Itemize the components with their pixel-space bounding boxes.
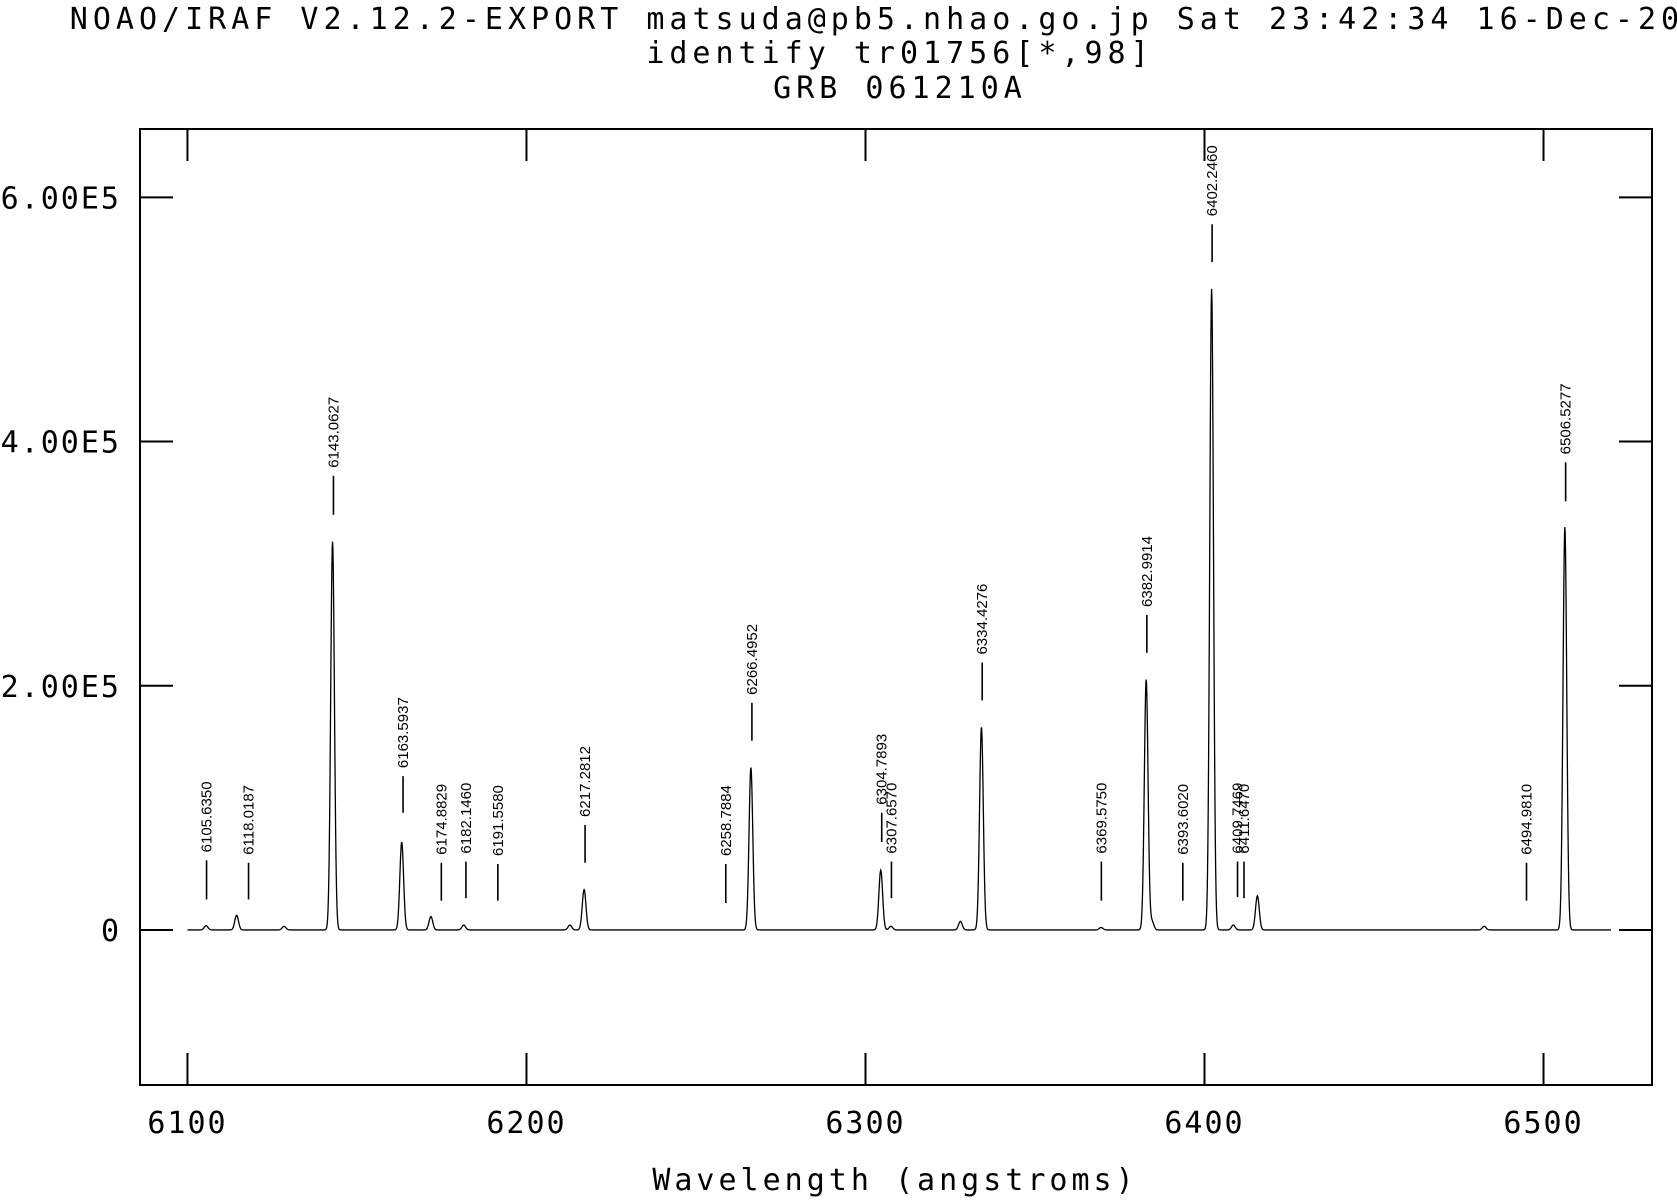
line-id-label: 6307.6570: [883, 783, 900, 854]
y-axis-ticks: 0 2.00E5 4.00E5 6.00E5: [1, 181, 1652, 949]
line-id-label: 6334.4276: [974, 584, 991, 655]
x-tick-label: 6300: [825, 1106, 905, 1141]
line-id-label: 6217.2812: [577, 746, 594, 817]
line-id-label: 6402.2460: [1204, 145, 1221, 216]
x-tick-label: 6500: [1503, 1106, 1583, 1141]
x-tick-label: 6200: [486, 1106, 566, 1141]
line-id-label: 6304.7893: [874, 734, 891, 805]
line-id-label: 6182.1460: [458, 783, 475, 854]
header-line-2: identify tr01756[*,98]: [646, 36, 1153, 71]
line-id-label: 6143.0627: [325, 397, 342, 468]
x-axis-ticks: 6100 6200 6300 6400 6500: [147, 129, 1583, 1141]
line-id-label: 6174.8829: [433, 784, 450, 855]
y-tick-label: 0: [101, 914, 121, 949]
line-id-label: 6266.4952: [744, 624, 761, 695]
line-id-label: 6191.5580: [490, 785, 507, 856]
line-id-label: 6118.0187: [241, 785, 258, 855]
line-id-label: 6409.7469: [1230, 783, 1247, 854]
line-id-label: 6393.6020: [1175, 784, 1192, 855]
spectrum-line: [187, 288, 1611, 931]
plot-frame: [139, 128, 1653, 1086]
line-id-label: 6258.7884: [718, 785, 735, 856]
x-tick-label: 6400: [1164, 1106, 1244, 1141]
line-id-label: 6382.9914: [1139, 536, 1156, 607]
plot-area: 6100 6200 6300 6400 6500 0 2.00E5 4.00E5 6.00E5…: [1, 128, 1653, 1141]
chart-title: GRB 061210A: [773, 71, 1027, 106]
line-id-label: 6163.5937: [395, 697, 412, 768]
line-id-label: 6494.9810: [1519, 784, 1536, 855]
x-axis-label: Wavelength (angstroms): [652, 1163, 1137, 1198]
line-id-label: 6369.5750: [1093, 783, 1110, 854]
y-tick-label: 2.00E5: [1, 670, 121, 705]
line-id-label: 6105.6350: [199, 781, 216, 852]
header-line-1: NOAO/IRAF V2.12.2-EXPORT matsuda@pb5.nha…: [70, 2, 1677, 37]
y-tick-label: 6.00E5: [1, 181, 121, 216]
y-tick-label: 4.00E5: [1, 426, 121, 461]
line-identifications: 6105.6350 6118.0187 6143.0627 6163.5937 6174…: [199, 145, 1575, 904]
line-id-label: 6411.6470: [1236, 784, 1253, 854]
line-id-label: 6506.5277: [1558, 383, 1575, 454]
x-tick-label: 6100: [147, 1106, 227, 1141]
